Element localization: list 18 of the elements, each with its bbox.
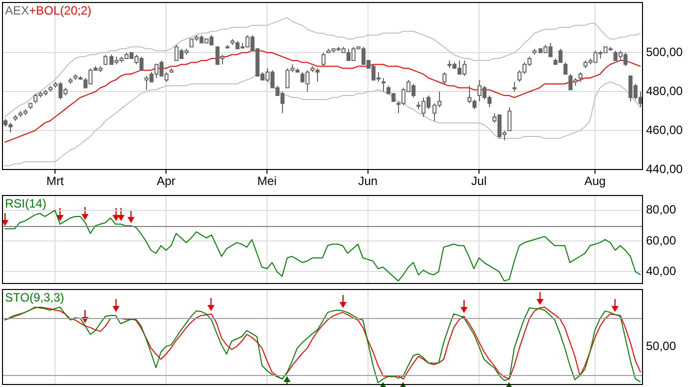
x-tick-label: Jun <box>358 174 378 188</box>
y-tick-label: 440,00 <box>646 162 684 176</box>
y-tick-label: 80,00 <box>646 202 676 217</box>
y-tick-label: 460,00 <box>646 122 684 137</box>
x-tick-label: Aug <box>584 174 606 188</box>
y-tick-label: 500,00 <box>646 44 684 59</box>
y-tick-label: 40,00 <box>646 264 676 278</box>
x-tick-label: Jul <box>471 174 487 188</box>
y-tick-label: 480,00 <box>646 84 684 98</box>
text: +BOL(20;2) <box>29 3 92 18</box>
text: 50,00 <box>646 339 676 354</box>
series-label: STO(9,3,3) <box>5 290 64 304</box>
series-label: RSI(14) <box>5 196 46 210</box>
x-tick-label: Apr <box>156 174 176 188</box>
x-tick-label: Mei <box>257 174 277 188</box>
y-tick-label: 60,00 <box>646 233 676 248</box>
x-tick-label: Mrt <box>46 174 64 188</box>
chart-title: AEX <box>5 3 30 18</box>
